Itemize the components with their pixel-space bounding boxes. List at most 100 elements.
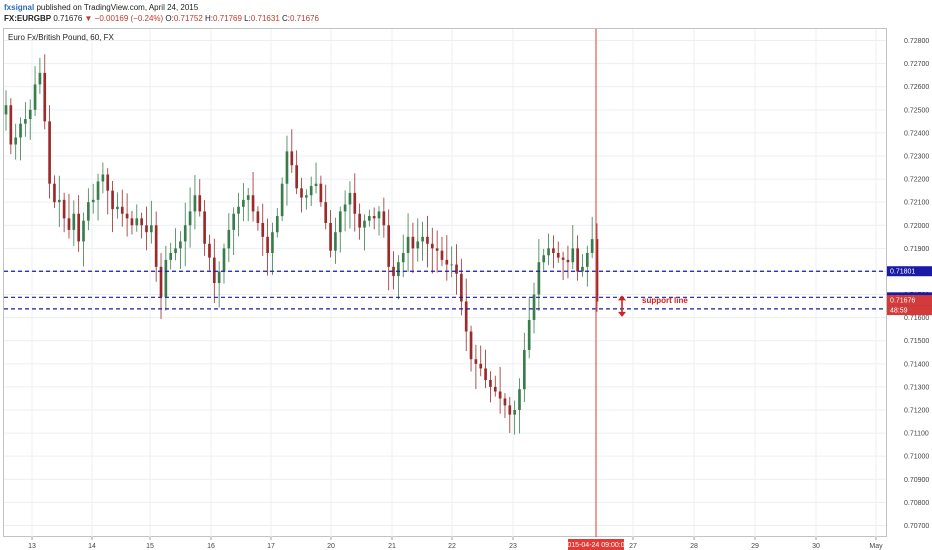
candle-body <box>334 232 337 251</box>
y-tick-label: 0.71000 <box>904 454 929 461</box>
change-text: −0.00169 (−0.24%) <box>94 14 164 23</box>
candle-body <box>426 236 429 244</box>
candle-body <box>285 151 289 184</box>
candle-body <box>460 273 463 302</box>
candle-body <box>4 105 8 115</box>
x-tick-label: 21 <box>388 543 396 550</box>
candle-body <box>57 199 61 203</box>
candle-body <box>571 248 575 263</box>
candle-body <box>552 248 555 253</box>
candle-body <box>217 271 221 283</box>
symbol-info: FX:EURGBP 0.71676 ▼ −0.00169 (−0.24%) O:… <box>4 14 319 23</box>
candle-body <box>532 294 536 320</box>
x-tick-label: 13 <box>28 543 36 550</box>
y-tick-label: 0.70800 <box>904 500 929 507</box>
candle-body <box>367 216 371 221</box>
candle-body <box>116 206 119 210</box>
level-tag-label: 0.71801 <box>890 269 915 276</box>
candle-body <box>314 183 318 187</box>
x-tick-label: 22 <box>448 543 456 550</box>
candle-body <box>353 192 357 214</box>
candle-body <box>101 174 105 182</box>
plot-frame <box>3 28 887 537</box>
candle-body <box>382 211 386 226</box>
candle-body <box>377 211 381 219</box>
candle-body <box>38 72 42 85</box>
candle-body <box>387 225 391 267</box>
candle-body <box>24 119 27 124</box>
candle-body <box>363 220 366 228</box>
symbol-name[interactable]: FX:EURGBP <box>4 14 52 23</box>
candle-body <box>271 232 274 253</box>
candle-body <box>232 213 236 230</box>
candle-body <box>77 213 80 242</box>
y-tick-label: 0.72000 <box>904 223 929 230</box>
candle-body <box>469 331 473 360</box>
candle-body <box>237 206 240 214</box>
y-tick-label: 0.72400 <box>904 130 929 137</box>
published-text: published on TradingView.com, April 24, … <box>36 3 199 12</box>
candle-body <box>358 213 361 228</box>
candle-body <box>198 195 202 212</box>
support-annotation[interactable]: support line <box>618 295 688 317</box>
candle-body <box>305 195 308 198</box>
x-tick-label: 15 <box>146 543 154 550</box>
candle-body <box>513 410 516 415</box>
open-label: O: <box>165 14 174 23</box>
y-tick-label: 0.72300 <box>904 154 929 161</box>
y-tick-label: 0.72500 <box>904 107 929 114</box>
candle-body <box>164 259 168 297</box>
candle-body <box>455 264 458 274</box>
candle-body <box>406 236 410 253</box>
y-tick-label: 0.71100 <box>904 431 929 438</box>
price-axis[interactable]: 0.72800 0.72700 0.72600 0.72500 0.72400 0.723… <box>887 38 932 530</box>
candle-body <box>28 109 32 120</box>
y-tick-label: 0.72100 <box>904 200 929 207</box>
candle-body <box>14 137 18 145</box>
candle-body <box>130 218 134 226</box>
candle-body <box>324 202 328 223</box>
candle-body <box>227 229 231 249</box>
candle-body <box>523 349 526 390</box>
candle-body <box>275 216 279 233</box>
candle-body <box>576 248 579 272</box>
candle-body <box>329 222 332 251</box>
candle-body <box>140 218 143 226</box>
grid-lines <box>4 29 886 537</box>
candle-body <box>581 266 584 272</box>
candle-body <box>489 379 492 387</box>
y-tick-label: 0.71400 <box>904 361 929 368</box>
candle-body <box>33 84 37 110</box>
candle-body <box>397 262 400 277</box>
author-name[interactable]: fxsignal <box>4 3 35 12</box>
high-label: H: <box>205 14 214 23</box>
candle-body <box>125 213 129 219</box>
candle-body <box>595 239 599 302</box>
low-value: 0.71631 <box>250 14 280 23</box>
candle-body <box>338 211 342 233</box>
candle-body <box>169 252 173 260</box>
candle-body <box>348 192 352 205</box>
candle-body <box>193 195 197 212</box>
y-tick-label: 0.71900 <box>904 246 929 253</box>
candle-body <box>91 199 95 203</box>
candles <box>4 54 599 435</box>
x-tick-label: May <box>869 543 883 550</box>
candle-body <box>556 252 560 258</box>
candle-body <box>96 181 100 200</box>
candle-body <box>53 183 56 203</box>
candle-body <box>67 218 71 230</box>
time-axis[interactable]: 13 14 15 16 17 20 21 22 23 27 28 29 30 May 2015-04-24 … <box>28 537 883 550</box>
candle-body <box>300 188 303 198</box>
open-value: 0.71752 <box>173 14 203 23</box>
candle-body <box>159 266 163 297</box>
x-tick-label: 29 <box>751 543 759 550</box>
candle-body <box>372 216 376 219</box>
candle-body <box>48 121 51 184</box>
candle-body <box>106 174 110 191</box>
candle-body <box>261 222 265 237</box>
candle-body <box>493 386 497 392</box>
candle-body <box>343 204 347 212</box>
horizontal-levels[interactable] <box>4 270 886 310</box>
